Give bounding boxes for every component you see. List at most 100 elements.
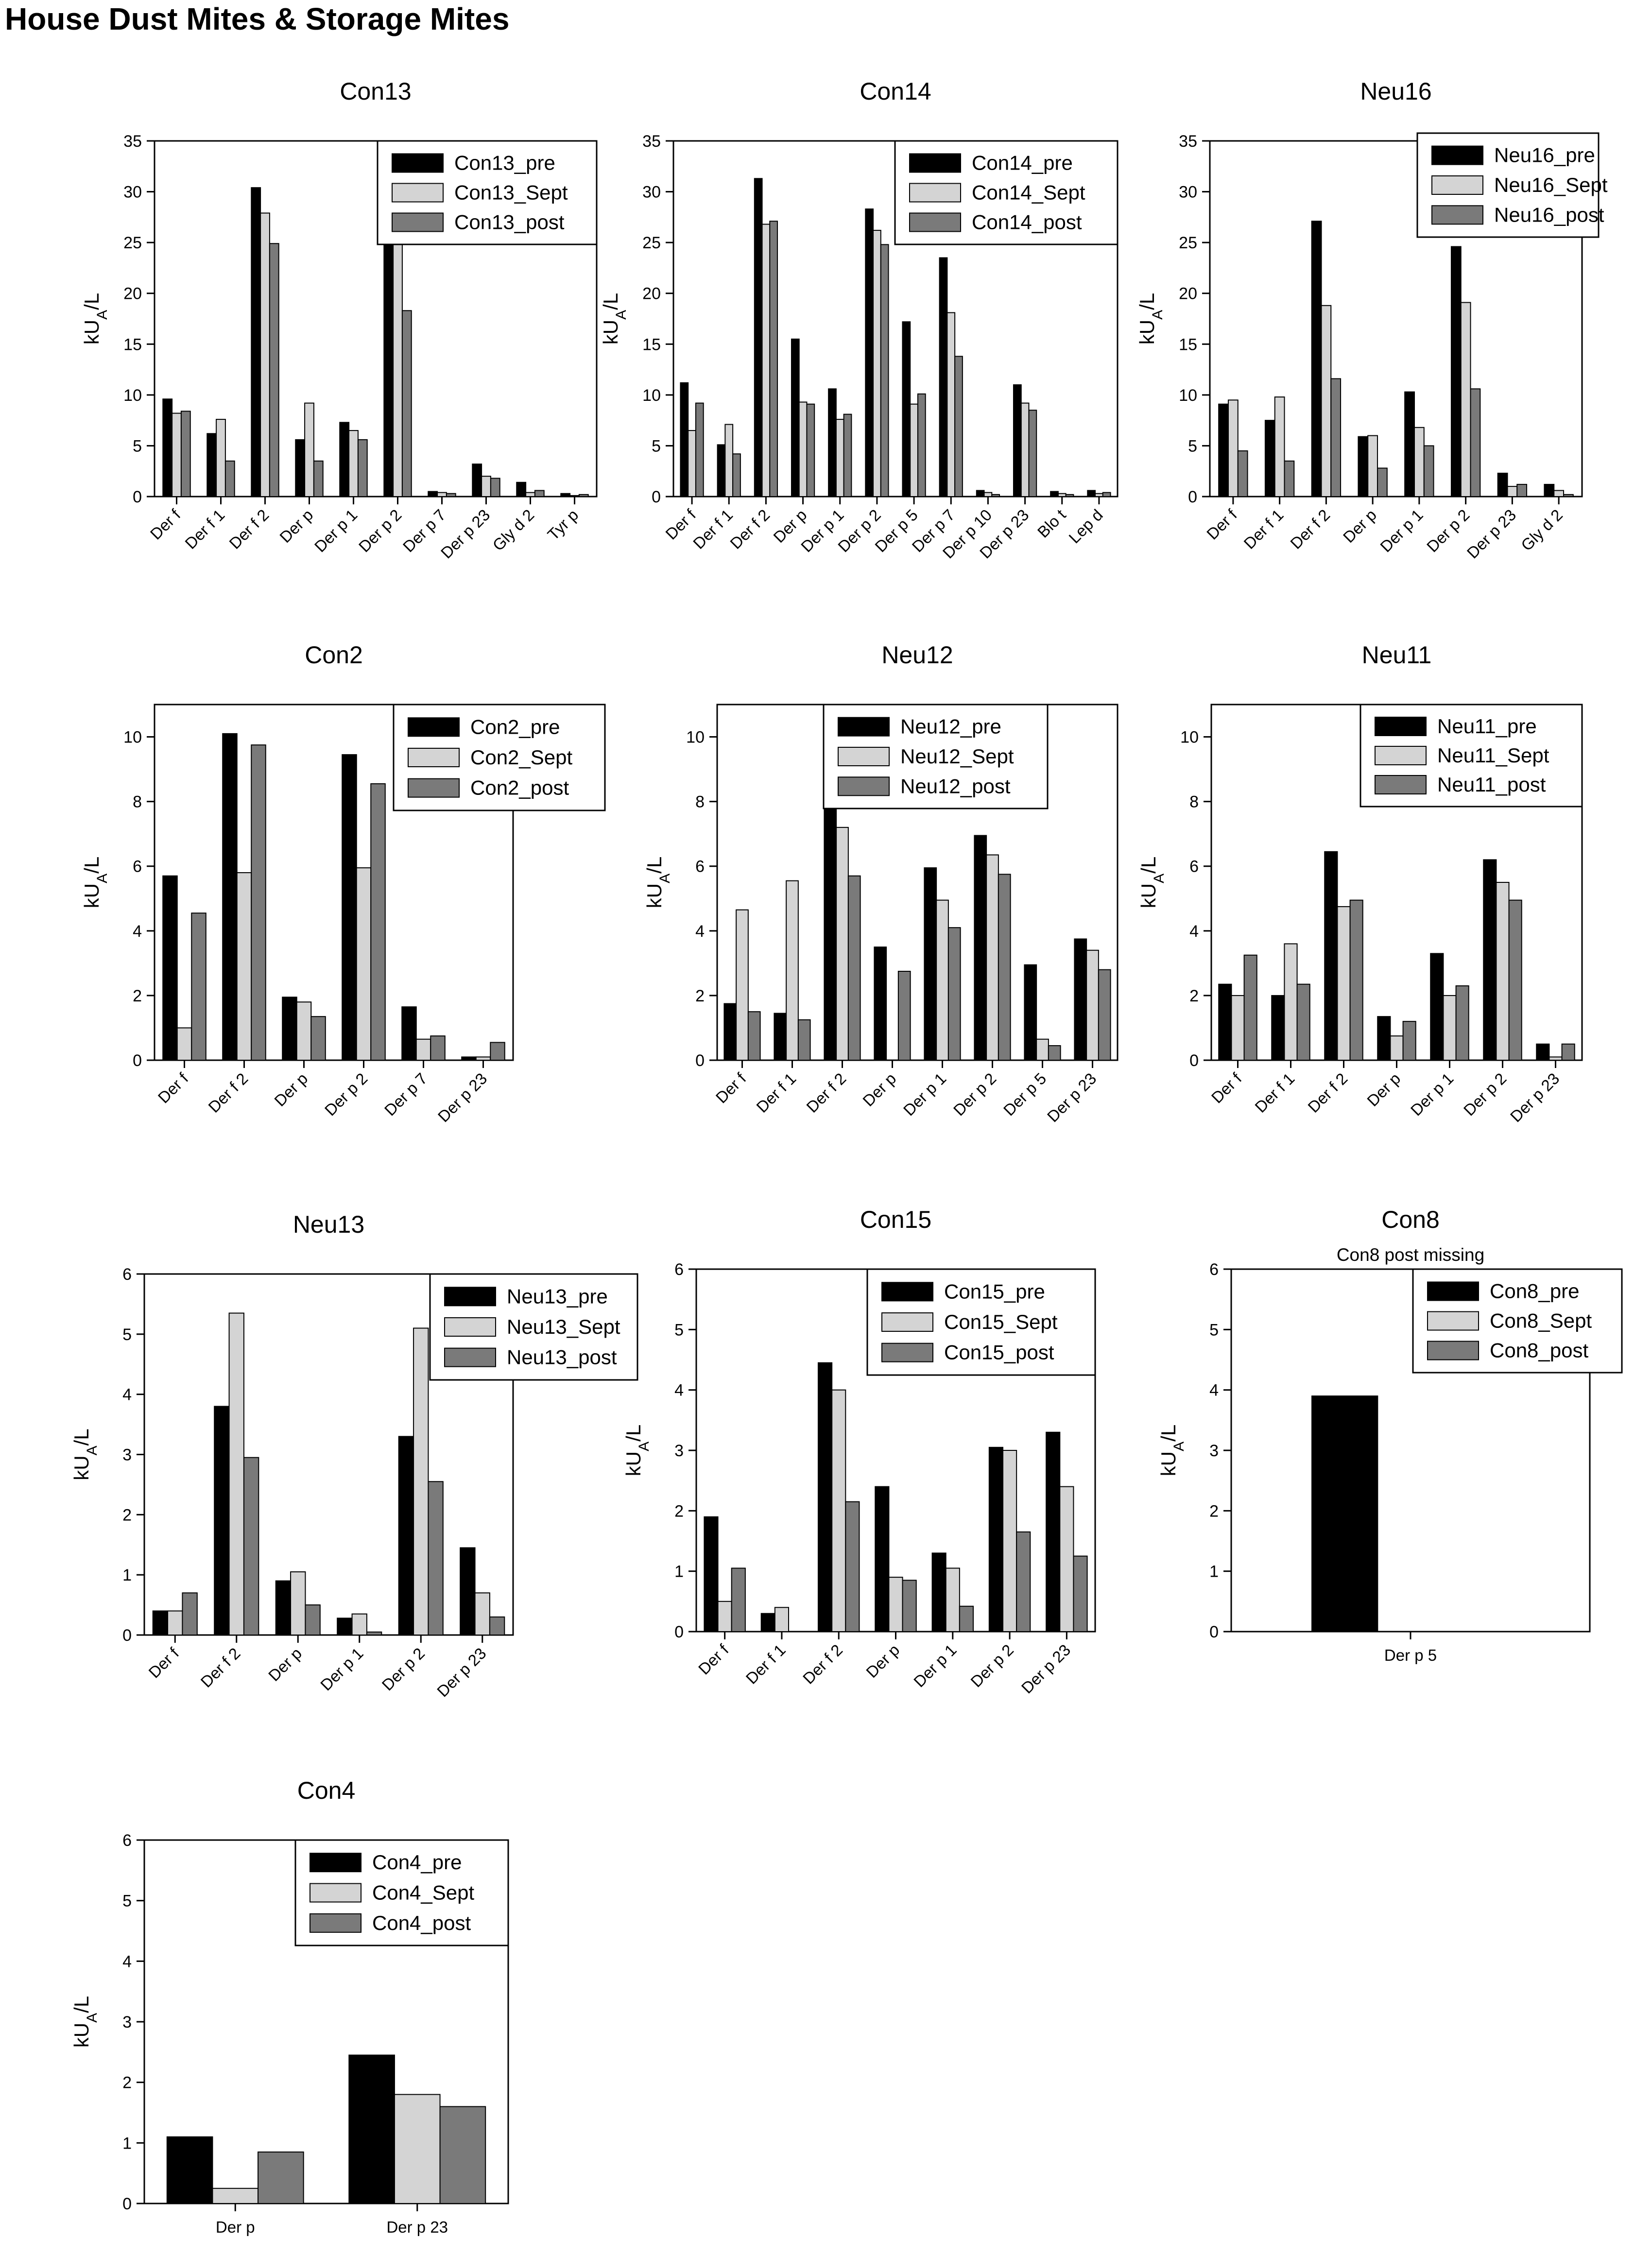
y-axis-label-unit: /L [80,293,103,310]
bar-post [428,1481,444,1636]
bar-post [1073,1555,1088,1632]
bar-post [243,1457,259,1635]
bar-Sept [835,419,844,498]
y-tick-label: 4 [1209,1381,1219,1400]
bar-Sept [1367,435,1378,497]
y-tick-label: 10 [686,728,705,747]
y-axis-label-base: kU [599,320,622,344]
y-tick-label: 2 [122,2074,132,2092]
bar-pre [472,464,482,497]
bar-Sept [525,492,535,497]
bar-pre [931,1552,946,1633]
x-tick-label: Der p 1 [317,1644,367,1694]
bar-Sept [1231,995,1245,1061]
bar-pre [516,482,527,497]
x-tick-label: Der f [1203,505,1240,543]
bar-Sept [983,492,993,497]
x-tick-label: Blo t [1034,506,1069,541]
y-tick-label: 3 [122,2013,132,2031]
bar-Sept [1274,396,1285,497]
bar-pre [1544,483,1555,497]
bar-Sept [1321,305,1332,497]
bar-post [1048,1045,1061,1061]
legend-label-post: Neu12_post [900,775,1011,797]
bar-post [1423,445,1434,498]
plot-frame [154,704,514,1061]
bar-post [1098,969,1111,1061]
bar-Sept [228,1312,244,1636]
y-tick-label: 6 [122,1831,132,1850]
bar-pre [1404,391,1415,498]
y-tick-label: 2 [674,1502,684,1520]
bar-post [430,1035,446,1061]
legend-label-Sept: Con2_Sept [470,746,572,769]
bar-post [947,927,961,1061]
x-tick-label: Der f 1 [1251,1069,1298,1116]
y-tick-label: 2 [122,1506,132,1524]
legend-label-pre: Con2_pre [470,715,560,738]
legend-swatch-post [310,1913,361,1933]
x-tick-label: Der f 2 [726,506,773,552]
bar-post [313,460,324,497]
chart-title: Con4 [297,1777,356,1804]
legend-swatch-post [1427,1341,1479,1360]
bar-pre [162,875,178,1061]
legend: Con15_pre Con15_Sept Con15_post [866,1268,1096,1376]
bar-post [180,411,191,497]
y-tick-label: 10 [1179,386,1197,405]
bar-Sept [873,230,881,497]
bar-Sept [888,1577,903,1633]
y-axis-label: kUA/L [70,1429,100,1480]
legend-swatch-Sept [909,183,961,203]
y-tick-label: 4 [695,922,705,941]
x-tick-label: Der p 2 [355,506,405,556]
bar-pre [1264,420,1275,498]
y-axis-label-subscript: A [94,310,110,320]
bar-post [490,1042,505,1061]
legend-label-pre: Con13_pre [454,152,555,174]
x-tick-label: Der f 1 [1240,506,1287,552]
legend-label-Sept: Con14_Sept [972,181,1085,204]
y-tick-label: 2 [133,987,142,1005]
bar-post [310,1016,326,1061]
legend-swatch-post [881,1343,933,1362]
y-tick-label: 6 [1189,858,1199,876]
y-axis-label-unit: /L [622,1425,645,1442]
bar-pre [1271,995,1285,1061]
legend-swatch-Sept [1431,175,1483,195]
y-axis-label: kUA/L [643,857,673,908]
bar-pre [1450,246,1462,498]
legend-swatch-Sept [392,183,444,203]
y-axis-label-unit: /L [70,1429,93,1446]
legend-swatch-pre [392,153,444,173]
x-tick-label: Der f [712,1069,750,1106]
bar-pre [1050,491,1059,497]
legend-label-post: Neu11_post [1437,773,1546,796]
bar-post [446,493,456,497]
bar-Sept [481,476,491,498]
y-axis-label-base: kU [622,1451,645,1476]
x-tick-label: Der p [1340,506,1380,546]
y-tick-label: 35 [1179,132,1197,151]
chart-title: Neu12 [881,641,953,669]
bar-pre [704,1516,719,1632]
bar-pre [760,1613,775,1632]
y-tick-label: 6 [1209,1260,1219,1279]
bar-post [1349,899,1363,1061]
legend-swatch-Sept [1427,1311,1479,1331]
bar-Sept [413,1327,429,1635]
bar-post [1455,985,1469,1061]
y-axis-label-unit: /L [643,857,666,874]
y-axis-label-subscript: A [657,874,673,883]
x-tick-label: Der p 2 [321,1069,371,1119]
bar-pre [428,491,438,497]
legend-swatch-Sept [838,747,890,766]
bar-post [1561,1043,1575,1061]
bar-pre [1430,953,1444,1061]
bar-pre [924,867,937,1061]
bar-post [917,393,926,497]
bar-pre [1074,938,1087,1061]
bar-pre [1536,1043,1550,1061]
bar-post [998,874,1011,1061]
bar-Sept [415,1038,431,1061]
